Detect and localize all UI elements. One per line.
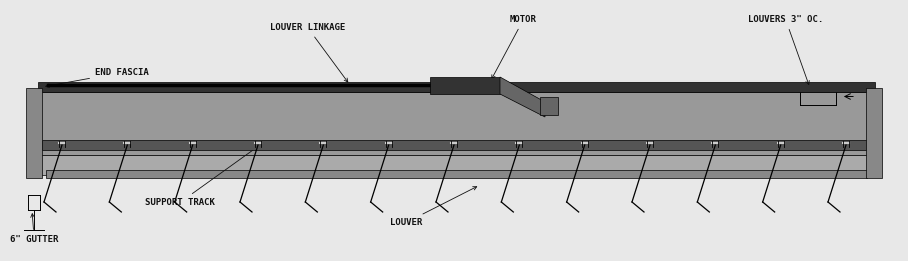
Polygon shape (500, 77, 545, 117)
Text: LOUVER: LOUVER (390, 187, 477, 227)
Bar (866, 88, 882, 178)
Text: 6" GUTTER: 6" GUTTER (10, 214, 58, 244)
Text: LOUVER LINKAGE: LOUVER LINKAGE (270, 23, 348, 82)
Polygon shape (430, 77, 500, 94)
Bar (38, 92, 875, 155)
Bar (46, 170, 867, 178)
Bar (38, 155, 875, 175)
Text: LOUVERS 3" OC.: LOUVERS 3" OC. (748, 15, 824, 85)
Text: SUPPORT TRACK: SUPPORT TRACK (145, 147, 257, 207)
Text: MOTOR: MOTOR (492, 15, 537, 79)
Bar (540, 97, 558, 115)
Bar (38, 82, 875, 92)
Bar (42, 140, 871, 150)
Bar (26, 88, 42, 178)
Text: END FASCIA: END FASCIA (45, 68, 149, 87)
